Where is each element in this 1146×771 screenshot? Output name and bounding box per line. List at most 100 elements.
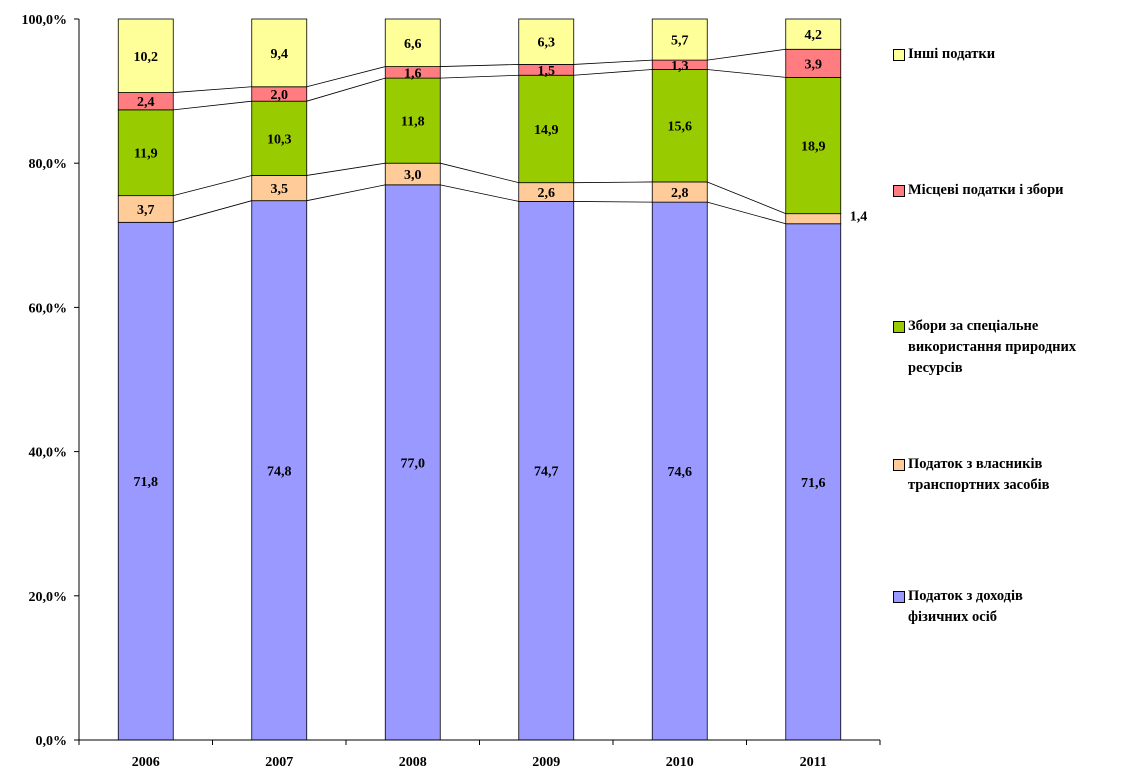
legend-label: Податок з власників <box>908 456 1043 472</box>
x-tick-label: 2010 <box>666 755 694 770</box>
series-line <box>440 64 519 67</box>
bar-segment <box>384 18 441 67</box>
data-label: 74,7 <box>534 465 559 480</box>
series-line <box>440 184 519 202</box>
data-label: 11,9 <box>134 147 158 162</box>
series-line <box>573 69 653 76</box>
x-tick-label: 2007 <box>265 755 293 770</box>
legend-label: використання природних <box>908 339 1077 355</box>
data-labels: 71,8 74,8 77,0 74,7 74,6 71,6 3,7 3,5 3,0 2,6 2,8 1… <box>134 28 868 491</box>
legend-label: фізичних осіб <box>908 609 997 625</box>
data-label: 74,8 <box>267 464 292 479</box>
bar-segment <box>251 100 308 176</box>
series-line <box>306 162 386 176</box>
x-tick-label: 2008 <box>399 755 427 770</box>
legend-label: Інші податки <box>908 46 996 62</box>
bar-segment <box>384 184 441 741</box>
series-line <box>707 48 786 61</box>
bars <box>117 18 842 741</box>
bar-segment <box>518 74 575 184</box>
series-line <box>573 181 653 184</box>
data-label: 3,9 <box>805 57 823 72</box>
legend: Інші податки Місцеві податки і збори Збори… <box>893 0 1146 771</box>
data-label: 10,2 <box>134 50 159 65</box>
y-tick-label: 80,0% <box>29 157 68 172</box>
y-axis: 0,0% 20,0% 40,0% 60,0% 80,0% 100,0% <box>22 13 80 749</box>
series-line <box>173 100 252 111</box>
data-label: 2,8 <box>671 186 689 201</box>
bar-segment <box>117 195 174 223</box>
legend-label: ресурсів <box>908 360 963 376</box>
y-tick-label: 20,0% <box>29 590 68 605</box>
bar-segment <box>651 201 708 741</box>
y-tick-label: 0,0% <box>36 734 68 749</box>
series-line <box>573 201 653 203</box>
series-line <box>707 181 786 215</box>
data-label: 9,4 <box>271 47 289 62</box>
bar-segment <box>117 18 174 93</box>
series-line <box>306 66 386 88</box>
data-label: 1,5 <box>538 64 556 79</box>
legend-swatch <box>893 185 905 197</box>
series-line <box>306 77 386 102</box>
data-label: 77,0 <box>401 456 426 471</box>
data-label: 2,0 <box>271 88 289 103</box>
series-line <box>440 74 519 79</box>
x-axis: 2006 2007 2008 2009 2010 2011 <box>78 739 881 770</box>
legend-item: Інші податки <box>893 44 1143 65</box>
legend-label: Збори за спеціальне <box>908 318 1039 334</box>
legend-swatch <box>893 49 905 61</box>
legend-label: транспортних засобів <box>908 477 1050 493</box>
bar-segment <box>785 223 842 741</box>
series-line <box>707 69 786 78</box>
legend-item: Збори за спеціальне використання природни… <box>893 316 1143 379</box>
bar-segment <box>518 18 575 65</box>
x-tick-label: 2006 <box>132 755 160 770</box>
data-label: 1,6 <box>404 66 422 81</box>
legend-swatch <box>893 321 905 333</box>
series-line <box>440 162 519 184</box>
legend-label: Місцеві податки і збори <box>908 182 1064 198</box>
data-label: 3,5 <box>271 182 289 197</box>
x-tick-label: 2009 <box>532 755 560 770</box>
y-tick-label: 100,0% <box>22 13 68 28</box>
bar-segment <box>251 18 308 88</box>
data-label: 3,7 <box>137 203 155 218</box>
data-label: 71,6 <box>801 476 826 491</box>
bar-segment <box>651 18 708 61</box>
data-label: 14,9 <box>534 123 559 138</box>
bar-segment <box>785 77 842 215</box>
series-line <box>173 200 252 223</box>
data-label: 18,9 <box>801 140 826 155</box>
data-label: 6,3 <box>538 36 556 51</box>
data-label: 4,2 <box>805 28 823 43</box>
series-line <box>173 175 252 197</box>
bar-segment <box>651 69 708 183</box>
data-label: 2,4 <box>137 95 155 110</box>
legend-item: Податок з власників транспортних засобів <box>893 454 1143 496</box>
bar-segment <box>785 213 842 225</box>
data-label: 15,6 <box>668 120 693 135</box>
data-label: 1,4 <box>850 210 868 225</box>
series-connector-lines <box>173 48 786 225</box>
legend-item: Податок з доходів фізичних осіб <box>893 586 1143 628</box>
series-line <box>306 184 386 202</box>
bar-segment <box>117 221 174 741</box>
data-label: 11,8 <box>401 115 425 130</box>
data-label: 5,7 <box>671 34 689 49</box>
data-label: 74,6 <box>668 465 693 480</box>
data-label: 2,6 <box>538 186 556 201</box>
legend-label: Податок з доходів <box>908 588 1023 604</box>
y-tick-label: 40,0% <box>29 446 68 461</box>
legend-swatch <box>893 459 905 471</box>
bar-segment <box>785 18 842 50</box>
legend-swatch <box>893 591 905 603</box>
data-label: 3,0 <box>404 168 422 183</box>
data-label: 10,3 <box>267 132 292 147</box>
legend-item: Місцеві податки і збори <box>893 180 1143 201</box>
data-label: 6,6 <box>404 37 422 52</box>
y-tick-label: 60,0% <box>29 301 68 316</box>
data-label: 71,8 <box>134 475 159 490</box>
series-line <box>707 201 786 225</box>
